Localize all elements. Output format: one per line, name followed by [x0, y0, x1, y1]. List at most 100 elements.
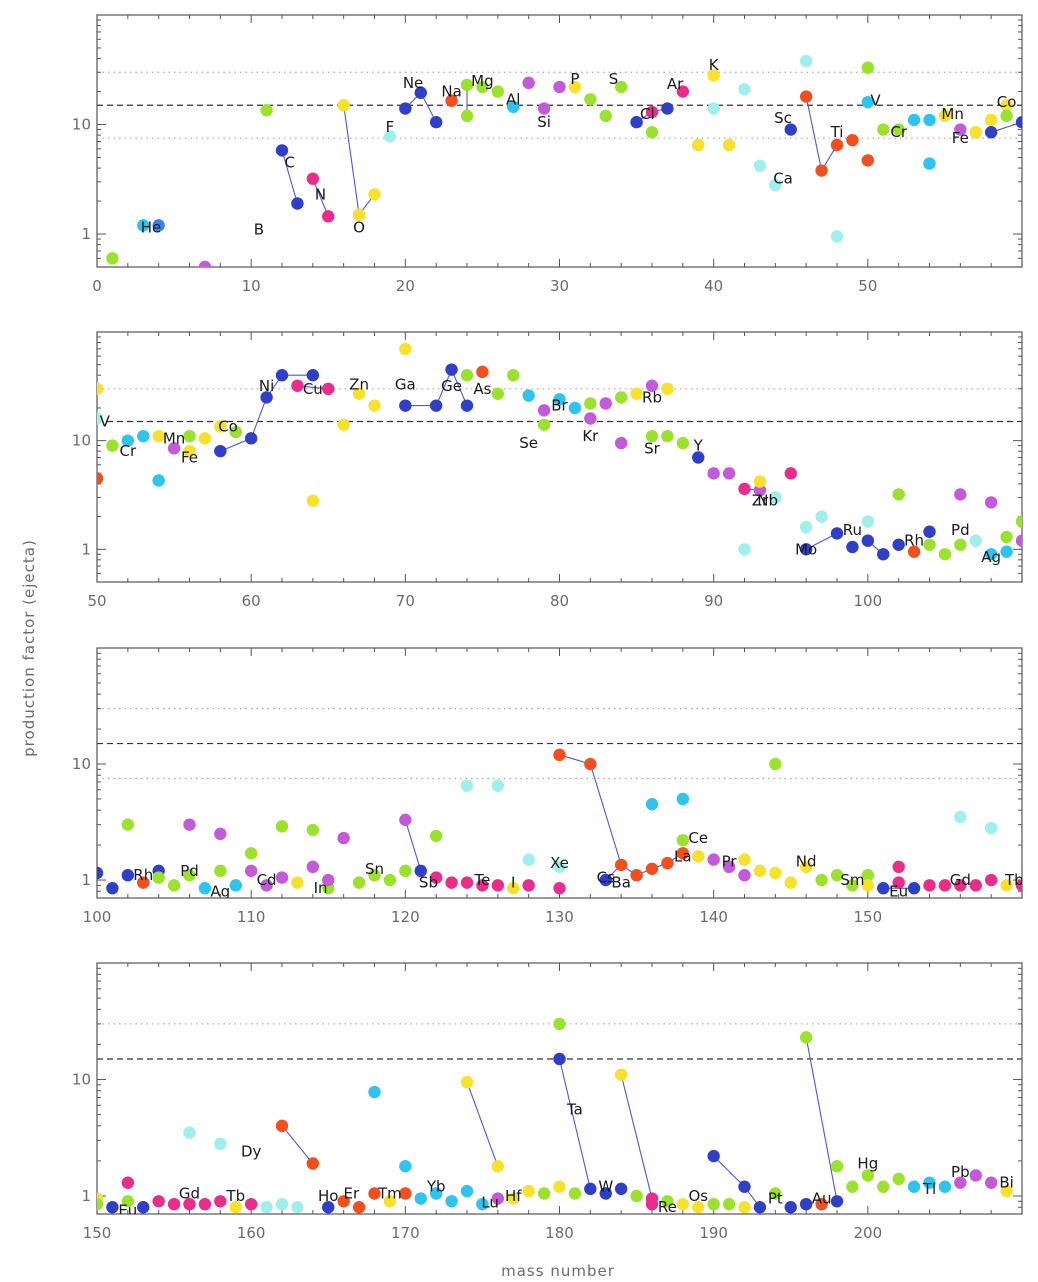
data-point — [383, 873, 397, 887]
data-point — [630, 1189, 643, 1203]
element-label: Mn — [163, 429, 185, 447]
data-point — [923, 538, 936, 551]
data-point — [183, 818, 196, 831]
data-point — [738, 853, 751, 866]
data-point — [599, 1187, 612, 1200]
element-label: Si — [537, 113, 551, 131]
data-point — [599, 109, 612, 123]
data-point — [799, 860, 813, 874]
data-point — [738, 1180, 751, 1193]
x-tick-label: 110 — [237, 908, 266, 926]
element-label: Cs — [597, 869, 615, 887]
x-tick-label: 120 — [391, 908, 420, 926]
data-point — [661, 102, 674, 115]
data-point — [491, 879, 505, 892]
data-point — [599, 873, 612, 887]
data-point — [137, 429, 150, 443]
data-point — [97, 1197, 104, 1211]
data-point — [275, 820, 289, 833]
data-point — [460, 399, 474, 412]
data-point — [244, 1197, 258, 1211]
data-point — [399, 1160, 412, 1173]
data-point — [121, 1195, 135, 1208]
element-label: Rh — [904, 532, 924, 550]
data-point — [260, 391, 273, 404]
data-point — [661, 429, 674, 443]
x-tick-label: 10 — [242, 277, 261, 295]
y-tick-label: 10 — [72, 432, 91, 450]
element-label: F — [386, 118, 395, 136]
data-point — [738, 543, 751, 556]
data-point — [368, 399, 381, 412]
element-label: Co — [218, 417, 238, 435]
data-point — [584, 397, 597, 410]
data-point — [399, 399, 412, 412]
data-point — [830, 138, 844, 152]
element-label: C — [284, 153, 294, 171]
data-point — [460, 779, 474, 792]
data-point — [491, 1160, 505, 1173]
data-point — [984, 548, 998, 561]
data-point — [645, 798, 659, 811]
element-label: B — [254, 220, 264, 238]
data-point — [522, 389, 535, 402]
data-point — [152, 219, 165, 232]
data-point — [984, 821, 998, 835]
data-point — [769, 491, 782, 504]
data-point — [291, 197, 304, 210]
y-tick-label: 10 — [72, 755, 91, 773]
data-point — [645, 862, 659, 875]
x-tick-label: 100 — [83, 908, 112, 926]
data-point — [152, 871, 165, 884]
data-point — [260, 879, 273, 892]
element-label: Ce — [688, 829, 708, 847]
x-tick-label: 80 — [550, 592, 569, 610]
data-point — [568, 1187, 582, 1200]
data-point — [553, 860, 566, 874]
element-label: La — [674, 847, 692, 865]
data-point — [938, 879, 952, 892]
element-label: Gd — [950, 871, 971, 889]
element-label: Bi — [999, 1174, 1013, 1192]
data-point — [121, 869, 135, 882]
data-point — [445, 876, 458, 889]
x-tick-label: 130 — [545, 908, 574, 926]
data-point — [984, 113, 998, 127]
element-label: Sr — [644, 439, 661, 457]
data-point — [584, 93, 597, 106]
element-label: Tm — [377, 1184, 402, 1202]
element-label: V — [100, 413, 111, 431]
data-point — [337, 418, 350, 431]
data-point — [815, 873, 828, 887]
y-tick-label: 1 — [81, 540, 91, 558]
data-point — [537, 418, 551, 431]
data-point — [984, 126, 998, 139]
data-point — [214, 444, 227, 458]
element-label: Dy — [241, 1143, 262, 1161]
data-point — [522, 76, 535, 90]
element-label: Eu — [118, 1202, 137, 1220]
x-tick-label: 100 — [854, 592, 883, 610]
data-point — [337, 1195, 350, 1208]
data-point — [907, 545, 921, 558]
data-point — [707, 853, 720, 866]
data-point — [861, 879, 875, 892]
x-tick-label: 170 — [391, 1224, 420, 1242]
data-point — [275, 144, 289, 157]
data-point — [244, 864, 258, 878]
data-point — [167, 879, 181, 892]
data-point — [229, 879, 242, 892]
element-label: Pd — [951, 521, 970, 539]
data-point — [645, 379, 659, 392]
data-point — [815, 510, 828, 523]
data-point — [137, 1201, 150, 1214]
data-point — [907, 1180, 921, 1193]
data-point — [645, 1197, 659, 1211]
data-point — [799, 1031, 813, 1044]
data-point — [229, 1201, 242, 1214]
data-point — [645, 429, 659, 443]
element-label: Mo — [795, 540, 817, 558]
data-point — [491, 387, 505, 400]
data-point — [877, 123, 890, 136]
